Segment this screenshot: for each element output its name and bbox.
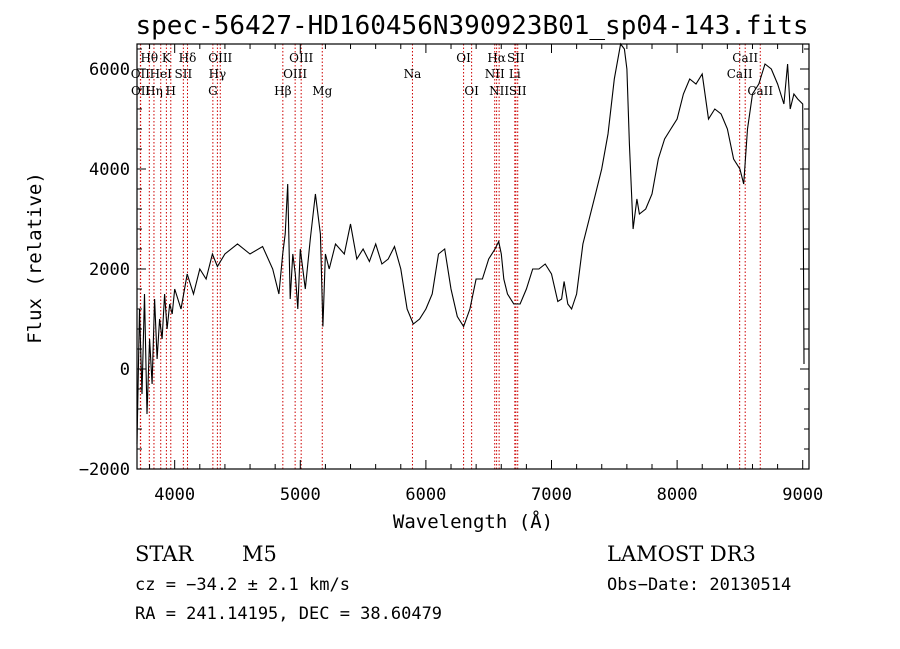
ra-dec-value: RA = 241.14195, DEC = 38.60479 [135,604,442,624]
spectral-line-label: NII [485,67,505,81]
spectral-line-label: Hθ [140,51,158,65]
chart-title: spec-56427-HD160456N390923B01_sp04-143.f… [135,11,808,41]
x-tick-label: 7000 [531,485,572,505]
spectral-line-label: Hη [145,84,163,98]
star-class: M5 [242,542,277,566]
spectrum-series-line [136,42,805,445]
y-tick-label: 0 [120,360,130,380]
spectral-line-label: CaII [727,67,753,81]
spectral-line-label: Hγ [209,67,227,81]
y-tick-label: 4000 [89,160,130,180]
cz-value: cz = −34.2 ± 2.1 km/s [135,575,350,595]
spectral-line-label: OI [456,51,471,65]
y-tick-label: −2000 [79,460,130,480]
spectral-line-label: OII [131,84,151,98]
x-axis-label: Wavelength (Å) [393,510,553,533]
spectral-line-label: NII [489,84,509,98]
y-axis-ticks: −2000 0 2000 4000 6000 [79,48,809,480]
spectral-line-markers [139,44,761,469]
y-tick-label: 2000 [89,260,130,280]
spectral-line-label: Hδ [179,51,197,65]
obs-date: Obs−Date: 20130514 [607,575,791,595]
x-tick-label: 5000 [280,485,321,505]
survey-name: LAMOST DR3 [607,542,756,566]
x-tick-label: 4000 [154,485,195,505]
x-tick-label: 8000 [657,485,698,505]
spectral-line-label: OI [464,84,479,98]
spectral-line-label: SII [509,84,527,98]
spectral-line-label: CaII [747,84,773,98]
spectral-line-label: OIII [283,67,307,81]
spectral-line-label: SII [507,51,525,65]
spectral-line-label: Na [404,67,422,81]
star-label: STAR [135,542,194,566]
spectral-line-label: G [208,84,218,98]
y-tick-label: 6000 [89,60,130,80]
spectral-line-label: OIII [208,51,232,65]
spectral-line-label: H [166,84,176,98]
y-axis-label: Flux (relative) [24,172,46,344]
spectral-line-label: OIII [289,51,313,65]
plot-frame [136,43,810,470]
spectral-line-label: Mg [312,84,332,98]
x-tick-label: 9000 [782,485,823,505]
spectral-line-label: HeI [150,67,173,81]
spectral-line-label: Li [509,67,521,81]
spectral-line-label: Hβ [274,84,291,98]
spectral-line-label: K [162,51,172,65]
spectral-line-label: CaII [732,51,758,65]
spectral-line-label: Hα [487,51,506,65]
x-tick-label: 6000 [405,485,446,505]
spectral-line-labels: HθOIIOIIHηHeIKHSIIHδGHγOIIIHβOIIIOIIIMgN… [131,51,774,98]
spectral-line-label: SII [174,67,192,81]
x-axis-ticks: 4000 5000 6000 7000 8000 9000 [149,44,823,505]
spectral-line-label: OII [131,67,151,81]
